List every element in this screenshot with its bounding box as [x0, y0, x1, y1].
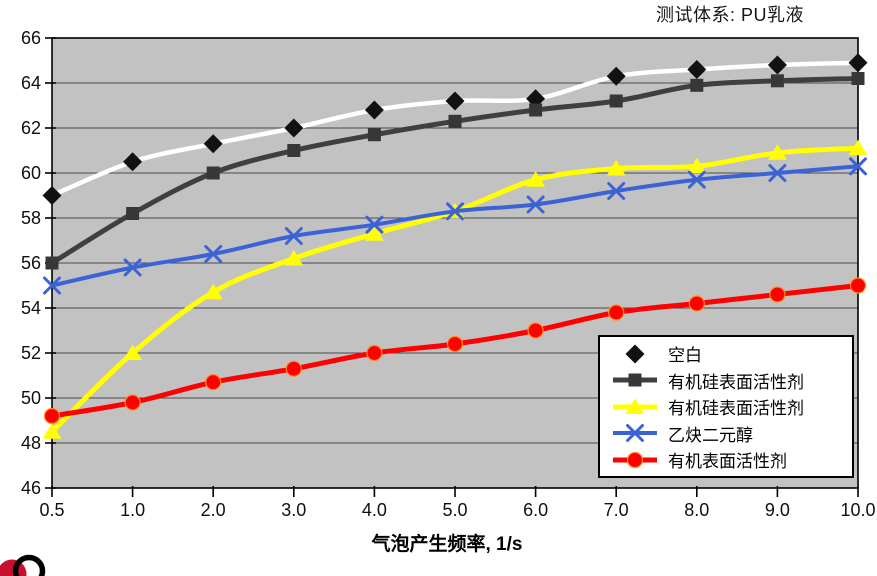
legend: 空白有机硅表面活性剂 有机硅表面活性剂 乙炔二元醇有机表面活性剂: [598, 335, 854, 478]
legend-item: 空白: [612, 342, 850, 366]
legend-label: 空白: [668, 346, 702, 365]
svg-text:2.0: 2.0: [201, 500, 226, 520]
svg-text:1.0: 1.0: [120, 500, 145, 520]
legend-item: 有机硅表面活性剂: [612, 395, 850, 419]
svg-text:4.0: 4.0: [362, 500, 387, 520]
svg-text:8.0: 8.0: [684, 500, 709, 520]
series: [42, 53, 868, 439]
svg-text:52: 52: [21, 343, 41, 363]
legend-item: 有机表面活性剂: [612, 448, 850, 472]
logo-ring: [12, 554, 46, 576]
axis-ticks: [45, 37, 859, 497]
series-4-circle: [43, 277, 867, 425]
diamond-icon: [613, 344, 657, 363]
legend-label: 有机硅表面活性剂: [668, 372, 804, 392]
triangle-icon: [613, 398, 657, 414]
x-icon: [613, 424, 657, 442]
legend-item: 有机硅表面活性剂: [612, 368, 850, 392]
svg-text:10.0: 10.0: [840, 500, 875, 520]
chart-title: 测试体系: PU乳液: [656, 5, 805, 25]
svg-text:7.0: 7.0: [604, 500, 629, 520]
legend-label: 乙炔二元醇: [668, 425, 753, 445]
svg-text:3.0: 3.0: [281, 500, 306, 520]
svg-text:0.5: 0.5: [39, 500, 64, 520]
x-axis-title: 气泡产生频率, 1/s: [371, 534, 523, 555]
legend-item: 乙炔二元醇: [612, 421, 850, 445]
y-axis-labels: 46 48 50 52 54 56 58 60 62 64 66: [21, 28, 41, 498]
svg-text:6.0: 6.0: [523, 500, 548, 520]
svg-text:58: 58: [21, 208, 41, 228]
svg-text:50: 50: [21, 388, 41, 408]
svg-text:64: 64: [21, 73, 41, 93]
square-icon: [613, 373, 657, 387]
series-1-square: [45, 72, 865, 270]
logo-icon: [0, 554, 46, 576]
svg-text:5.0: 5.0: [442, 500, 467, 520]
svg-text:56: 56: [21, 253, 41, 273]
svg-text:60: 60: [21, 163, 41, 183]
svg-text:54: 54: [21, 298, 41, 318]
legend-label: 有机表面活性剂: [668, 452, 787, 471]
series-3-x: [43, 157, 867, 295]
circle-icon: [613, 451, 657, 468]
svg-text:9.0: 9.0: [765, 500, 790, 520]
svg-text:46: 46: [21, 478, 41, 498]
svg-text:62: 62: [21, 118, 41, 138]
legend-label: 有机硅表面活性剂: [668, 399, 804, 418]
svg-text:66: 66: [21, 28, 41, 48]
x-axis-labels: 0.5 1.0 2.0 3.0 4.0 5.0 6.0 7.0 8.0 9.0 10.0: [39, 500, 875, 520]
svg-text:48: 48: [21, 433, 41, 453]
